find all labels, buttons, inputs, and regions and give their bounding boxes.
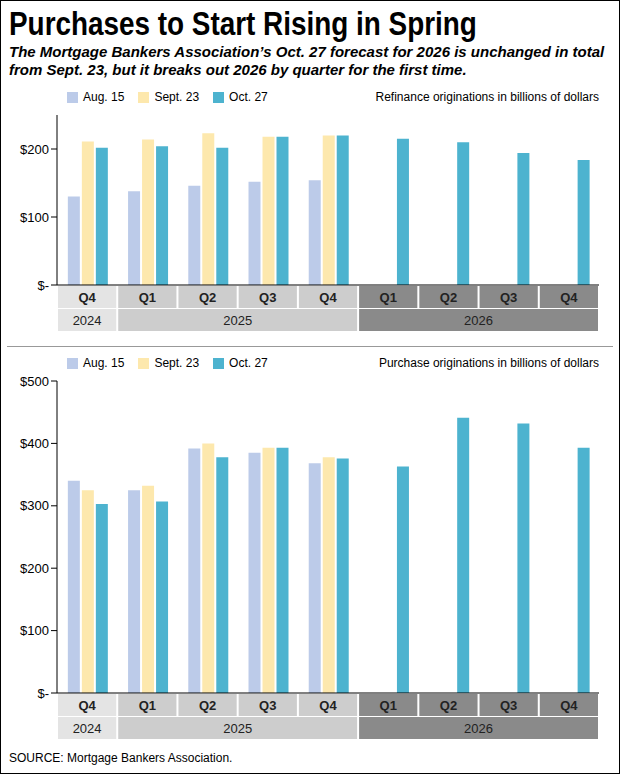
html-text:Purchase originations in billi: Purchase originations in billions of dol… — [378, 356, 599, 370]
svg-text:Q3: Q3 — [500, 698, 517, 713]
html-text:Sept. 23: Sept. 23 — [154, 90, 200, 104]
svg-text:Q2: Q2 — [440, 290, 457, 305]
svg-text:2025: 2025 — [223, 313, 252, 328]
svg-text:Q1: Q1 — [139, 290, 156, 305]
svg-text:Q2: Q2 — [199, 698, 216, 713]
svg-text:2026: 2026 — [464, 313, 493, 328]
svg-text:2024: 2024 — [73, 721, 102, 736]
svg-text:Q4: Q4 — [560, 698, 578, 713]
svg-text:$100: $100 — [20, 210, 49, 225]
html-text:Oct. 27: Oct. 27 — [229, 90, 268, 104]
svg-text:2026: 2026 — [464, 721, 493, 736]
html-text:SOURCE: Mortgage Bankers Assoc: SOURCE: Mortgage Bankers Association. — [9, 751, 233, 765]
svg-text:$500: $500 — [20, 374, 49, 389]
svg-text:Q1: Q1 — [380, 290, 397, 305]
html-text:The Mortgage Bankers Associati: The Mortgage Bankers Association’s Oct. … — [9, 43, 605, 78]
svg-text:Q4: Q4 — [78, 698, 96, 713]
svg-text:Q4: Q4 — [560, 290, 578, 305]
svg-text:Q1: Q1 — [380, 698, 397, 713]
svg-text:2024: 2024 — [73, 313, 102, 328]
html-text:Aug. 15: Aug. 15 — [83, 356, 125, 370]
svg-text:$400: $400 — [20, 436, 49, 451]
svg-text:Q2: Q2 — [440, 698, 457, 713]
svg-text:Q4: Q4 — [78, 290, 96, 305]
svg-text:Q3: Q3 — [259, 698, 276, 713]
svg-text:$300: $300 — [20, 498, 49, 513]
svg-text:2025: 2025 — [223, 721, 252, 736]
svg-text:$200: $200 — [20, 142, 49, 157]
svg-text:$-: $- — [37, 686, 49, 701]
html-text:Oct. 27: Oct. 27 — [229, 356, 268, 370]
svg-text:$200: $200 — [20, 561, 49, 576]
svg-text:Q4: Q4 — [319, 290, 337, 305]
html-text:Sept. 23: Sept. 23 — [154, 356, 200, 370]
html-text:Aug. 15: Aug. 15 — [83, 90, 125, 104]
svg-text:$-: $- — [37, 278, 49, 293]
svg-text:Q3: Q3 — [259, 290, 276, 305]
svg-text:Q2: Q2 — [199, 290, 216, 305]
html-text:Refinance originations in bill: Refinance originations in billions of do… — [375, 90, 599, 104]
svg-text:Q1: Q1 — [139, 698, 156, 713]
svg-text:Q4: Q4 — [319, 698, 337, 713]
svg-text:Q3: Q3 — [500, 290, 517, 305]
svg-text:$100: $100 — [20, 623, 49, 638]
html-text:Purchases to Start Rising in S: Purchases to Start Rising in Spring — [9, 4, 477, 42]
